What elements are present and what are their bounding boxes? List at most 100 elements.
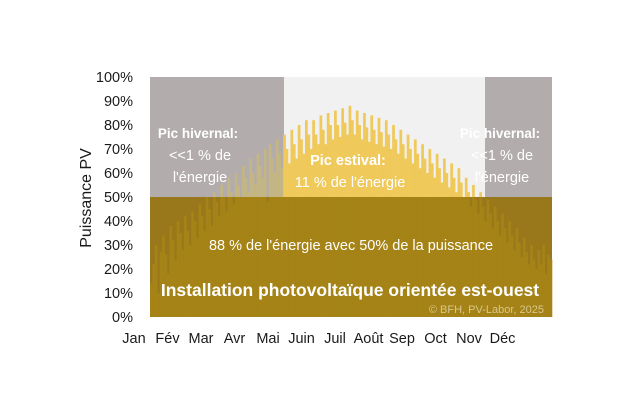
profile-bar-upper: [326, 113, 330, 197]
profile-bar-lower: [426, 197, 429, 317]
profile-bar-lower: [486, 199, 490, 317]
profile-bar-lower: [377, 197, 381, 317]
profile-bar-lower: [464, 197, 468, 317]
x-tick-label: Jan: [122, 331, 145, 347]
profile-bar-upper: [457, 168, 461, 197]
profile-bar-upper: [268, 144, 272, 197]
profile-bar-upper: [382, 146, 386, 197]
profile-bar-lower: [409, 197, 412, 317]
profile-bar-upper: [285, 149, 289, 197]
profile-bar-upper: [263, 149, 267, 197]
profile-bar-upper: [334, 110, 337, 197]
y-tick-label: 90%: [104, 94, 133, 110]
profile-bar-upper: [237, 185, 240, 197]
profile-bar-lower: [346, 197, 349, 317]
profile-bar-lower: [225, 211, 228, 317]
profile-bar-upper: [275, 139, 279, 197]
profile-bar-lower: [416, 197, 420, 317]
y-tick-label: 60%: [104, 166, 133, 182]
profile-bar-lower: [258, 197, 262, 317]
profile-bar-upper: [387, 134, 391, 197]
profile-bar-lower: [288, 197, 291, 317]
profile-bar-lower: [433, 197, 437, 317]
profile-bar-lower: [249, 197, 253, 317]
profile-bar-lower: [179, 233, 182, 317]
profile-bar-upper: [384, 120, 388, 197]
profile-bar-upper: [421, 144, 424, 197]
profile-bar-lower: [292, 197, 296, 317]
system-label: Installation photovoltaïque orientée est…: [161, 280, 539, 300]
profile-bar-lower: [217, 216, 221, 317]
profile-bar-upper: [375, 144, 378, 197]
profile-bar-upper: [358, 125, 361, 197]
y-tick-label: 10%: [104, 286, 133, 302]
profile-bar-upper: [292, 144, 296, 197]
profile-bar-lower: [513, 249, 516, 317]
y-tick-label: 20%: [104, 262, 133, 278]
profile-bar-upper: [445, 173, 449, 197]
profile-bar-upper: [472, 185, 475, 197]
profile-bar-lower: [232, 204, 236, 317]
profile-bar-lower: [150, 283, 153, 317]
profile-bar-lower: [404, 197, 407, 317]
x-tick-label: Déc: [490, 331, 516, 347]
profile-bar-upper: [304, 120, 308, 197]
profile-bar-upper: [392, 125, 395, 197]
profile-bar-upper: [370, 115, 374, 197]
profile-bar-lower: [152, 264, 156, 317]
profile-bar-lower: [256, 197, 260, 317]
profile-bar-upper: [283, 134, 286, 197]
profile-bar-lower: [171, 240, 175, 317]
profile-bar-lower: [423, 197, 427, 317]
profile-bar-upper: [256, 153, 260, 197]
x-tick-label: Sep: [389, 331, 415, 347]
winter-left-line2: l'énergie: [173, 170, 227, 186]
profile-bar-upper: [261, 177, 265, 197]
profile-bar-upper: [367, 141, 371, 197]
profile-bar-lower: [275, 197, 279, 317]
profile-bar-upper: [428, 149, 432, 197]
copyright-text: © BFH, PV-Labor, 2025: [429, 304, 544, 316]
winter-right-line2: l'énergie: [475, 170, 529, 186]
profile-bar-lower: [280, 197, 284, 317]
profile-bar-lower: [176, 221, 180, 317]
profile-bar-upper: [317, 144, 320, 197]
profile-bar-lower: [518, 242, 521, 317]
profile-bar-lower: [392, 197, 395, 317]
profile-bar-upper: [363, 113, 366, 197]
profile-bar-lower: [544, 273, 548, 317]
profile-bar-upper: [254, 185, 257, 197]
profile-bar-lower: [530, 245, 533, 317]
profile-bar-lower: [302, 197, 306, 317]
profile-bar-lower: [351, 197, 354, 317]
x-tick-label: Avr: [224, 331, 246, 347]
profile-bar-lower: [283, 197, 286, 317]
profile-bar-upper: [377, 117, 381, 197]
profile-bar-lower: [380, 197, 383, 317]
profile-bar-lower: [273, 197, 277, 317]
y-tick-label: 0%: [112, 310, 133, 326]
profile-bar-lower: [244, 197, 248, 317]
profile-bar-lower: [242, 197, 245, 317]
profile-bar-lower: [372, 197, 376, 317]
profile-bar-upper: [426, 173, 429, 197]
profile-bar-lower: [498, 235, 502, 317]
profile-bar-lower: [539, 264, 543, 317]
profile-bar-lower: [367, 197, 371, 317]
profile-bar-upper: [309, 149, 313, 197]
profile-bar-lower: [196, 237, 199, 317]
pv-power-profile: [150, 105, 553, 317]
profile-bar-upper: [314, 134, 318, 197]
profile-bar-upper: [411, 163, 415, 197]
profile-bar-lower: [382, 197, 386, 317]
profile-bar-lower: [331, 197, 335, 317]
profile-bar-upper: [443, 158, 446, 197]
x-tick-label: Fév: [155, 331, 180, 347]
profile-bar-upper: [280, 168, 284, 197]
profile-bar-lower: [394, 197, 398, 317]
profile-bar-lower: [222, 197, 226, 317]
profile-bar-upper: [331, 139, 335, 197]
profile-bar-lower: [457, 197, 461, 317]
profile-bar-lower: [154, 245, 158, 317]
profile-bar-lower: [326, 197, 330, 317]
